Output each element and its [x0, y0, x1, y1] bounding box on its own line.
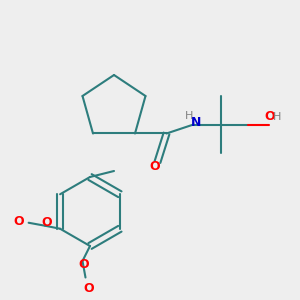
Text: N: N	[191, 116, 201, 130]
Text: O: O	[41, 216, 52, 229]
Text: O: O	[79, 257, 89, 271]
Text: O: O	[83, 282, 94, 295]
Text: O: O	[149, 160, 160, 173]
Text: H: H	[273, 112, 282, 122]
Text: O: O	[265, 110, 275, 124]
Text: O: O	[14, 215, 24, 228]
Text: H: H	[185, 111, 193, 121]
